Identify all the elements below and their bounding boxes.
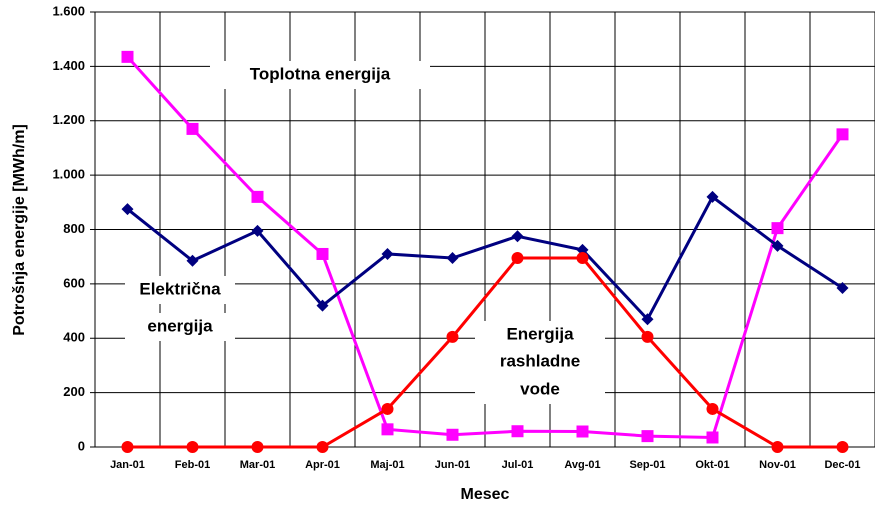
- x-tick-label: Jun-01: [435, 459, 470, 471]
- marker: [186, 122, 199, 135]
- marker: [511, 252, 524, 265]
- y-tick-label: 600: [63, 275, 85, 290]
- series-line: [127, 256, 843, 449]
- marker: [641, 330, 654, 343]
- marker: [641, 430, 654, 443]
- annotation: Toplotna energija: [250, 64, 391, 83]
- series-line: [126, 194, 844, 322]
- x-tick-label: Maj-01: [370, 459, 404, 471]
- x-tick-label: Okt-01: [695, 459, 729, 471]
- y-tick-label: 800: [63, 221, 85, 236]
- marker: [836, 281, 849, 294]
- marker: [576, 425, 589, 438]
- marker: [186, 254, 199, 267]
- annotation-box: [125, 276, 235, 304]
- y-tick-label: 1.200: [52, 112, 85, 127]
- marker: [446, 428, 459, 441]
- marker: [316, 247, 329, 260]
- series-line: [126, 55, 844, 440]
- annotation: Električna: [139, 279, 221, 298]
- x-tick-label: Mar-01: [240, 459, 275, 471]
- marker: [771, 222, 784, 235]
- annotation: rashladne: [500, 351, 580, 370]
- annotation: vode: [520, 379, 560, 398]
- x-tick-label: Dec-01: [824, 459, 860, 471]
- y-tick-label: 400: [63, 330, 85, 345]
- marker: [641, 313, 654, 326]
- marker: [316, 299, 329, 312]
- annotation: energija: [147, 316, 213, 335]
- x-tick-label: Avg-01: [564, 459, 600, 471]
- marker: [706, 402, 719, 415]
- marker: [121, 441, 134, 453]
- marker: [511, 425, 524, 438]
- marker: [381, 402, 394, 415]
- marker: [316, 441, 329, 453]
- annotation-box: [210, 61, 430, 89]
- marker: [121, 50, 134, 63]
- x-tick-label: Jan-01: [110, 459, 145, 471]
- annotation-box: [125, 313, 235, 341]
- annotation-box: [475, 348, 605, 376]
- x-tick-label: Jul-01: [502, 459, 534, 471]
- x-tick-label: Sep-01: [629, 459, 665, 471]
- marker: [381, 247, 394, 260]
- x-tick-label: Apr-01: [305, 459, 340, 471]
- marker: [121, 203, 134, 216]
- marker: [186, 441, 199, 453]
- annotation-box: [475, 376, 605, 404]
- y-axis-label: Potrošnja energije [MWh/m]: [11, 124, 28, 336]
- marker: [706, 190, 719, 203]
- marker: [446, 330, 459, 343]
- y-tick-label: 1.000: [52, 167, 85, 182]
- annotation: Energija: [506, 324, 574, 343]
- marker: [251, 441, 264, 453]
- marker: [576, 252, 589, 265]
- x-tick-label: Feb-01: [175, 459, 210, 471]
- marker: [251, 224, 264, 237]
- y-tick-label: 1.600: [52, 3, 85, 18]
- marker: [771, 441, 784, 453]
- annotation-box: [475, 321, 605, 349]
- y-tick-label: 0: [78, 438, 85, 453]
- marker: [511, 230, 524, 243]
- x-axis-label: Mesec: [461, 486, 510, 503]
- marker: [836, 128, 849, 141]
- marker: [706, 431, 719, 444]
- marker: [771, 239, 784, 252]
- y-tick-label: 200: [63, 384, 85, 399]
- y-tick-label: 1.400: [52, 58, 85, 73]
- marker: [836, 441, 849, 453]
- marker: [446, 252, 459, 265]
- x-tick-label: Nov-01: [759, 459, 796, 471]
- marker: [381, 423, 394, 436]
- marker: [251, 190, 264, 203]
